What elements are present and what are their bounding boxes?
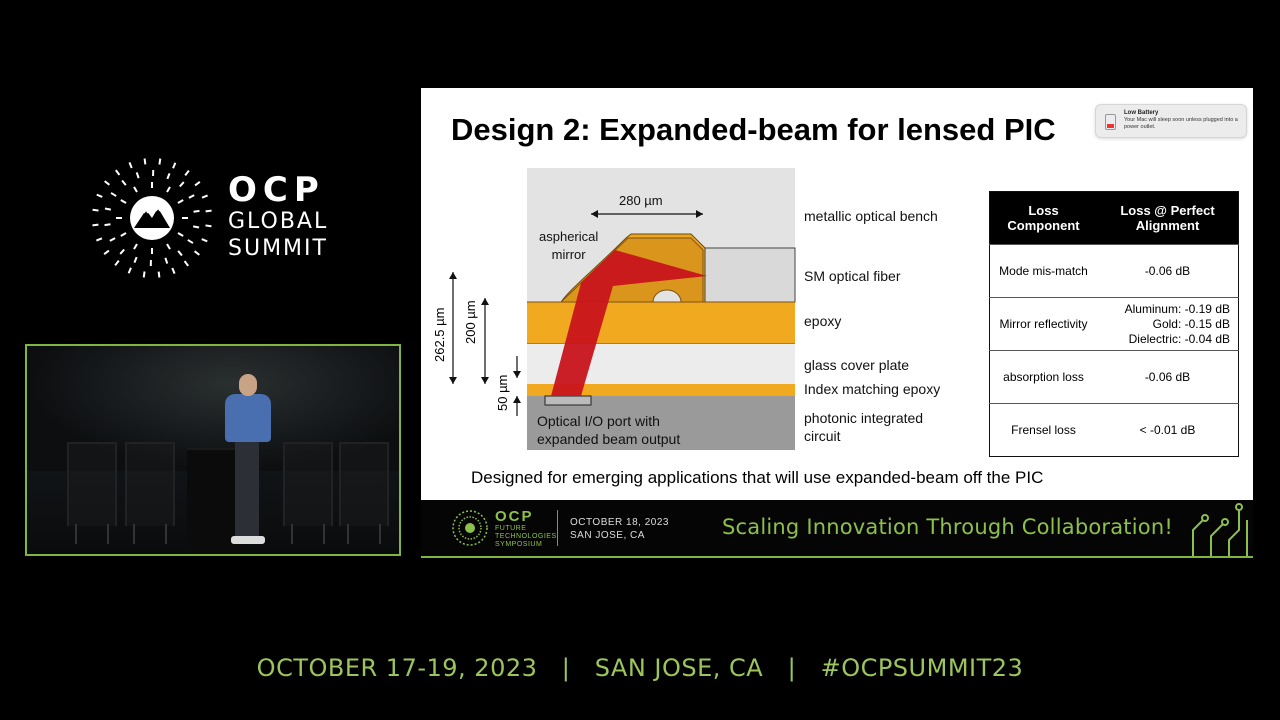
brand-global: GLOBAL (228, 209, 329, 234)
logo-arrow (133, 243, 138, 250)
logo-arrow (127, 267, 132, 274)
layer-pic-label: photonic integrated circuit (804, 410, 924, 444)
layer-bench-label: metallic optical bench (804, 208, 938, 224)
logo-arrow (201, 194, 208, 199)
logo-arrow (120, 199, 127, 204)
layer-glass-label: glass cover plate (804, 357, 910, 373)
table-cell: < -0.01 dB (1097, 403, 1239, 457)
logo-arrow (166, 243, 171, 250)
logo-arrow (171, 267, 176, 274)
logo-arrow (96, 193, 103, 198)
ocp-symposium-logo-icon (452, 510, 488, 546)
logo-arrow (104, 223, 111, 227)
logo-arrow (157, 271, 161, 278)
logo-arrow (192, 225, 200, 229)
logo-arrow (177, 199, 184, 204)
logo-arrow (205, 209, 212, 213)
table-cell: absorption loss (989, 350, 1097, 404)
logo-arrow (194, 181, 201, 187)
slide-title: Design 2: Expanded-beam for lensed PIC (451, 112, 1056, 147)
logo-arrow (103, 249, 110, 255)
logo-arrow (158, 158, 162, 165)
logo-arrow (114, 259, 120, 266)
notification-body: Your Mac will sleep soon unless plugged … (1124, 117, 1238, 130)
brand-summit: SUMMIT (228, 236, 328, 261)
logo-arrow (120, 232, 127, 237)
ocp-global-summit-logo: OCP GLOBAL SUMMIT (92, 158, 332, 278)
table-cell: Mode mis-match (989, 244, 1097, 298)
notification-title: Low Battery (1124, 110, 1159, 116)
logo-arrow (109, 237, 116, 242)
table-cell: -0.06 dB (1097, 244, 1239, 298)
aspherical-mirror-label: aspherical mirror (539, 229, 599, 262)
cross-section-diagram (449, 168, 796, 450)
logo-arrow (121, 179, 127, 186)
logo-arrow (166, 186, 171, 193)
layer-epoxy-label: epoxy (804, 313, 842, 329)
logo-arrow (133, 186, 138, 193)
table-row: Frensel loss < -0.01 dB (989, 403, 1239, 457)
symposium-footer-bar: OCP FUTURE TECHNOLOGIES SYMPOSIUM OCTOBE… (421, 500, 1253, 558)
footer-ocp: OCP (495, 508, 534, 525)
loss-table: Loss Component Loss @ Perfect Alignment … (989, 191, 1239, 457)
height-262-label: 262.5 µm (432, 307, 447, 362)
width-280-label: 280 µm (619, 193, 663, 208)
table-cell: Mirror reflectivity (989, 297, 1097, 351)
layer-index-label: Index matching epoxy (804, 381, 941, 397)
logo-arrow (201, 238, 208, 243)
logo-arrow (177, 250, 183, 257)
table-row: absorption loss -0.06 dB (989, 350, 1239, 404)
table-cell: -0.06 dB (1097, 350, 1239, 404)
logo-arrow (179, 181, 185, 188)
logo-arrow (166, 172, 171, 180)
table-row: Mode mis-match -0.06 dB (989, 244, 1239, 298)
logo-arrow (177, 232, 184, 237)
logo-arrow (188, 194, 195, 199)
logo-arrow (96, 237, 103, 242)
event-info-line: OCTOBER 17-19, 2023 | SAN JOSE, CA | #OC… (256, 654, 1024, 682)
logo-arrow (119, 248, 125, 255)
logo-arrow (142, 271, 146, 278)
logo-arrow (133, 256, 138, 264)
logo-arrow (172, 162, 177, 169)
logo-arrow (187, 239, 194, 244)
logo-arrow (104, 180, 111, 186)
logo-arrow (104, 207, 112, 211)
table-header: Loss @ Perfect Alignment (1097, 191, 1239, 245)
logo-arrow (135, 172, 140, 179)
table-cell: Aluminum: -0.19 dB Gold: -0.15 dB Dielec… (1097, 297, 1239, 351)
logo-arrow (205, 224, 212, 228)
presentation-slide: Design 2: Expanded-beam for lensed PIC L… (421, 88, 1253, 500)
logo-arrow (183, 260, 189, 267)
logo-arrow (184, 170, 190, 177)
logo-arrow (92, 223, 99, 227)
height-50-label: 50 µm (495, 374, 510, 411)
brand-ocp: OCP (228, 170, 325, 210)
table-row: Mirror reflectivity Aluminum: -0.19 dB G… (989, 297, 1239, 351)
logo-arrow (193, 250, 200, 256)
ocp-arrows-logo-icon (92, 158, 212, 278)
speaker-video (25, 344, 401, 556)
height-200-label: 200 µm (463, 300, 478, 344)
footer-date-location: OCTOBER 18, 2023 SAN JOSE, CA (570, 517, 669, 541)
speaker (225, 394, 271, 442)
logo-arrow (128, 162, 133, 169)
footer-symposium: FUTURE TECHNOLOGIES SYMPOSIUM (495, 525, 557, 548)
footer-tagline: Scaling Innovation Through Collaboration… (722, 515, 1173, 539)
logo-arrow (115, 169, 121, 176)
layer-fiber-label: SM optical fiber (804, 268, 901, 284)
logo-arrow (164, 257, 169, 264)
logo-arrow (193, 209, 200, 213)
slide-footnote: Designed for emerging applications that … (471, 468, 1044, 487)
low-battery-notification[interactable]: Low Battery Your Mac will sleep soon unl… (1095, 104, 1247, 138)
logo-arrow (143, 158, 147, 165)
logo-arrow (110, 192, 117, 197)
battery-icon (1105, 114, 1116, 130)
table-header: Loss Component (989, 191, 1097, 245)
logo-arrow (92, 208, 99, 212)
table-cell: Frensel loss (989, 403, 1097, 457)
circuit-decoration-icon (1192, 503, 1248, 556)
port-label: Optical I/O port with expanded beam outpu… (537, 413, 681, 447)
